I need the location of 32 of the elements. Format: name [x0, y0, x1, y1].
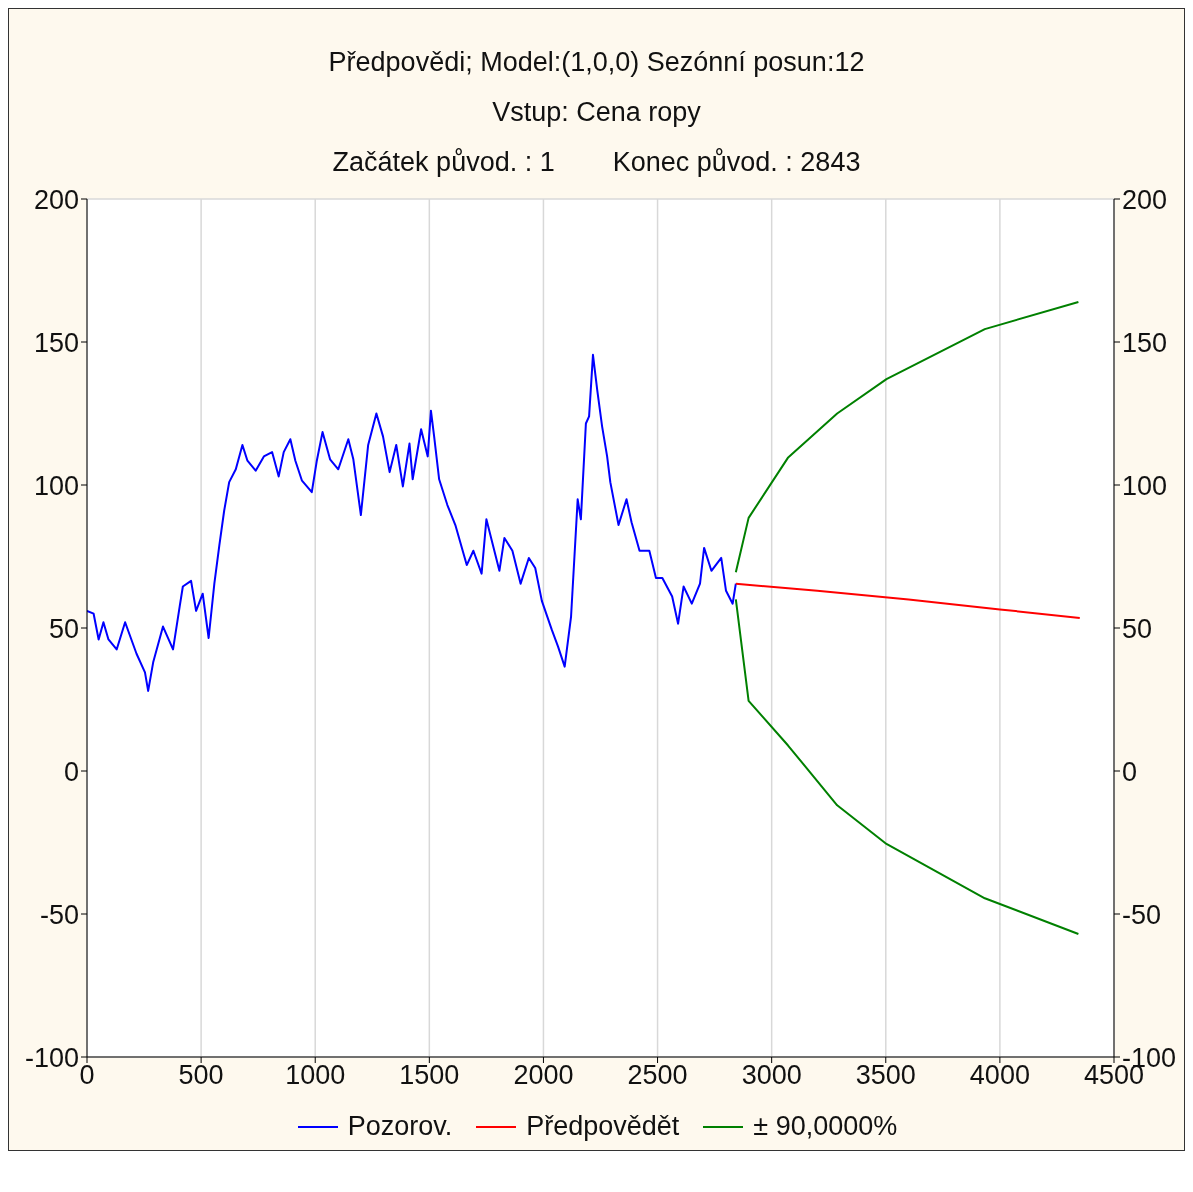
- legend-label: Předpovědět: [526, 1111, 680, 1142]
- y2-tick-label: 150: [1122, 327, 1168, 358]
- y2-tick-label: 0: [1122, 756, 1138, 787]
- chart-title: Předpovědi; Model:(1,0,0) Sezónní posun:12: [327, 46, 866, 79]
- line-series: [734, 582, 1081, 619]
- y2-tick-label: 100: [1122, 470, 1168, 501]
- line-series: [87, 353, 737, 692]
- x-tick-label: 1500: [399, 1060, 460, 1091]
- y2-tick-label: -50: [1122, 899, 1162, 930]
- y-tick-label: 100: [33, 470, 79, 501]
- y-tick-label: -100: [24, 1042, 79, 1073]
- y2-tick-label: 200: [1122, 184, 1168, 215]
- text: Konec původ. : 2843: [612, 146, 861, 179]
- y2-tick-label: 50: [1122, 613, 1153, 644]
- y-tick-label: 50: [48, 613, 79, 644]
- legend-label: ± 90,0000%: [753, 1111, 898, 1142]
- legend-label: Pozorov.: [347, 1111, 453, 1142]
- line-series: [734, 300, 1080, 574]
- y-tick-label: -50: [39, 899, 79, 930]
- x-tick-label: 2000: [513, 1060, 574, 1091]
- y-tick-label: 150: [33, 327, 79, 358]
- chart-subtitle: Vstup: Cena ropy: [491, 96, 702, 129]
- y-tick-label: 200: [33, 184, 79, 215]
- text: Začátek původ. : 1: [332, 146, 555, 179]
- x-tick-label: 2500: [627, 1060, 688, 1091]
- x-tick-label: 500: [178, 1060, 224, 1091]
- y-tick-label: 0: [63, 756, 79, 787]
- line-series: [734, 598, 1080, 936]
- x-tick-label: 1000: [285, 1060, 346, 1091]
- x-tick-label: 3500: [855, 1060, 916, 1091]
- x-tick-label: 3000: [741, 1060, 802, 1091]
- x-tick-label: 4000: [969, 1060, 1030, 1091]
